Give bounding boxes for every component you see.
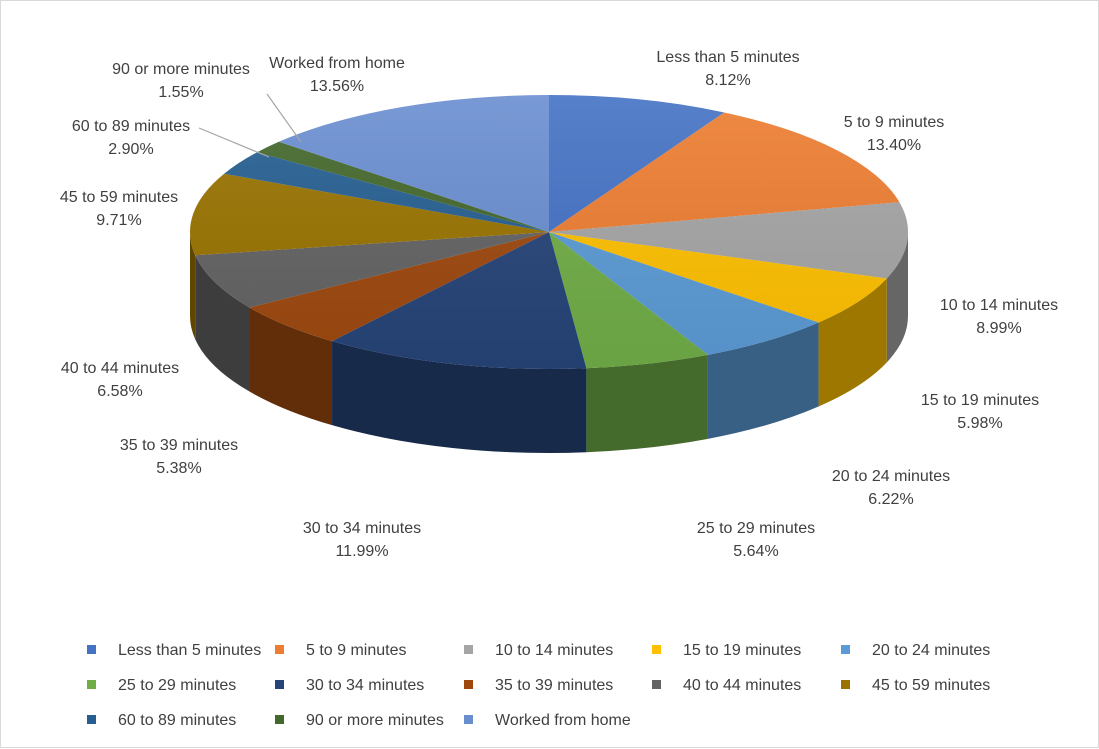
pie-side-15-to-19-minutes xyxy=(818,278,887,407)
legend-swatch xyxy=(275,645,284,654)
legend-swatch xyxy=(841,680,850,689)
data-label-10-to-14: 10 to 14 minutes 8.99% xyxy=(939,297,1059,337)
legend-item-45-to-59: 45 to 59 minutes xyxy=(841,676,990,696)
data-label-15-to-19: 15 to 19 minutes 5.98% xyxy=(920,392,1040,432)
data-label-30-to-34: 30 to 34 minutes 11.99% xyxy=(302,520,422,560)
data-label-60-to-89: 60 to 89 minutes 2.90% xyxy=(71,118,191,158)
pie-side-40-to-44-minutes xyxy=(195,255,250,392)
pie-side-30-to-34-minutes xyxy=(332,341,587,454)
legend-swatch xyxy=(464,715,473,724)
data-label-worked-from-home: Worked from home 13.56% xyxy=(269,55,405,95)
pie-side-25-to-29-minutes xyxy=(586,354,708,453)
pie-sides xyxy=(190,232,908,454)
legend-swatch xyxy=(87,680,96,689)
legend-swatch xyxy=(87,715,96,724)
legend-swatch xyxy=(841,645,850,654)
data-label-less-than-5: Less than 5 minutes 8.12% xyxy=(656,49,800,89)
legend-item-5-to-9: 5 to 9 minutes xyxy=(275,641,407,661)
pie-side-35-to-39-minutes xyxy=(249,307,333,426)
legend-swatch xyxy=(275,715,284,724)
pie-side-45-to-59-minutes xyxy=(190,232,196,340)
data-label-20-to-24: 20 to 24 minutes 6.22% xyxy=(831,468,951,508)
legend-item-20-to-24: 20 to 24 minutes xyxy=(841,641,990,661)
legend-item-10-to-14: 10 to 14 minutes xyxy=(464,641,613,661)
legend-item-worked-from-home: Worked from home xyxy=(464,711,631,731)
pie-top-sheen xyxy=(190,95,908,369)
leader-lines xyxy=(198,93,302,158)
legend-swatch xyxy=(464,645,473,654)
legend-item-15-to-19: 15 to 19 minutes xyxy=(652,641,801,661)
legend-swatch xyxy=(652,680,661,689)
legend-swatch xyxy=(464,680,473,689)
data-label-5-to-9: 5 to 9 minutes 13.40% xyxy=(843,114,945,154)
legend-item-90-or-more: 90 or more minutes xyxy=(275,711,444,731)
legend-swatch xyxy=(275,680,284,689)
data-label-90-or-more: 90 or more minutes 1.55% xyxy=(112,61,250,101)
leader-line xyxy=(266,93,302,143)
legend-swatch xyxy=(87,645,96,654)
legend-item-35-to-39: 35 to 39 minutes xyxy=(464,676,613,696)
legend-item-60-to-89: 60 to 89 minutes xyxy=(87,711,236,731)
pie-side-20-to-24-minutes xyxy=(707,322,819,439)
data-label-25-to-29: 25 to 29 minutes 5.64% xyxy=(696,520,816,560)
legend-item-less-than-5: Less than 5 minutes xyxy=(87,641,261,661)
legend-item-30-to-34: 30 to 34 minutes xyxy=(275,676,424,696)
legend-item-40-to-44: 40 to 44 minutes xyxy=(652,676,801,696)
legend-swatch xyxy=(652,645,661,654)
data-label-35-to-39: 35 to 39 minutes 5.38% xyxy=(119,437,239,477)
data-label-45-to-59: 45 to 59 minutes 9.71% xyxy=(59,189,179,229)
legend-item-25-to-29: 25 to 29 minutes xyxy=(87,676,236,696)
leader-line xyxy=(198,127,270,158)
pie-side-10-to-14-minutes xyxy=(886,232,908,363)
pie-tops xyxy=(190,95,908,370)
data-label-40-to-44: 40 to 44 minutes 6.58% xyxy=(60,360,180,400)
